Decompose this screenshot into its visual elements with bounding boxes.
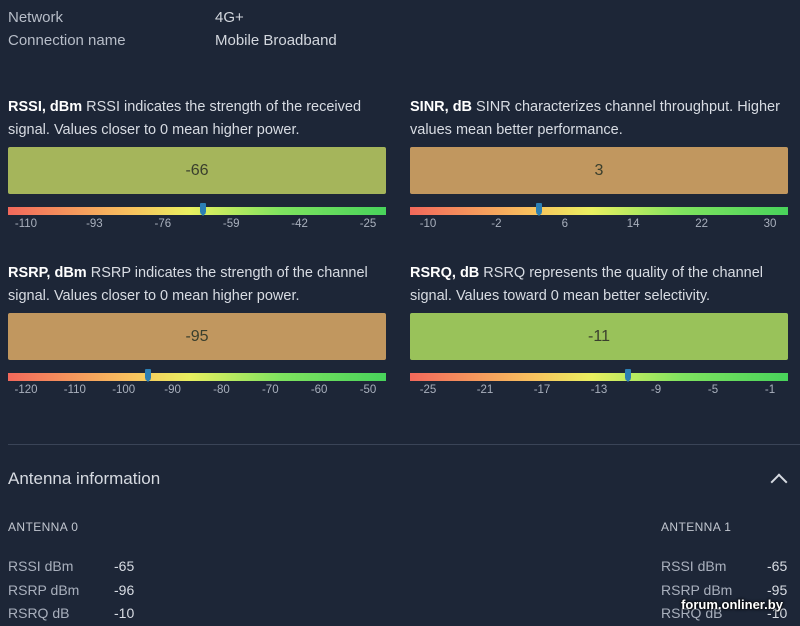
metric-rsrq: RSRQ, dB RSRQ represents the quality of …	[410, 262, 788, 400]
scale-tick-label: -21	[476, 384, 494, 396]
antenna-label: RSRQ dB	[8, 605, 70, 621]
scale-tick-label: 14	[626, 218, 640, 230]
scale-tick-label: -10	[419, 218, 437, 230]
scale-tick-label: -50	[359, 384, 377, 396]
metric-description-text: RSSI indicates the strength of the recei…	[8, 99, 362, 138]
scale-tick-label: -25	[419, 384, 437, 396]
scale-tick-label: -9	[650, 384, 662, 396]
info-label: Network	[8, 9, 64, 26]
scale-tick-label: -5	[707, 384, 719, 396]
scale-tick-label: 6	[561, 218, 568, 230]
metric-description-text: SINR characterizes channel throughput. H…	[410, 99, 780, 138]
metric-ticks: -25 -21 -17 -13 -9 -5 -1	[410, 384, 788, 400]
info-value: Mobile Broadband	[215, 32, 337, 49]
scale-tick-label: -25	[359, 218, 377, 230]
metric-value: -11	[588, 327, 610, 345]
antenna-value: -95	[767, 582, 788, 598]
metric-description: RSSI, dBm RSSI indicates the strength of…	[8, 96, 386, 142]
antenna-1-row-rsrq: RSRQ dB -10	[661, 605, 787, 621]
antenna-1-row-rssi: RSSI dBm -65	[661, 558, 787, 574]
metric-value-box: -66	[8, 147, 386, 194]
metric-scale	[8, 203, 386, 216]
metric-level-marker	[145, 369, 152, 382]
metric-rsrp: RSRP, dBm RSRP indicates the strength of…	[8, 262, 386, 400]
scale-tick-label: -17	[533, 384, 551, 396]
scale-tick-label: -42	[291, 218, 308, 230]
info-row-connection-name: Connection name Mobile Broadband	[8, 32, 337, 49]
metric-scale	[8, 369, 386, 382]
metric-name: RSRQ, dB	[410, 265, 480, 281]
info-label: Connection name	[8, 32, 126, 49]
scale-tick-label: 30	[763, 218, 777, 230]
antenna-1-row-rsrp: RSRP dBm -95	[661, 582, 787, 598]
metric-description: RSRP, dBm RSRP indicates the strength of…	[8, 262, 386, 308]
antenna-0-row-rsrq: RSRQ dB -10	[8, 605, 134, 621]
metric-ticks: -10 -2 6 14 22 30	[410, 218, 788, 234]
antenna-0-row-rsrp: RSRP dBm -96	[8, 582, 134, 598]
section-divider	[8, 444, 800, 445]
scale-tick-label: -60	[310, 384, 328, 396]
watermark: forum.onliner.by	[681, 597, 783, 612]
scale-tick-label: -13	[590, 384, 608, 396]
antenna-value: -65	[767, 558, 788, 574]
metric-value: -95	[185, 327, 209, 345]
metric-description-text: RSRQ represents the quality of the chann…	[410, 265, 763, 304]
metric-scale-bar	[410, 207, 788, 215]
metric-description-text: RSRP indicates the strength of the chann…	[8, 265, 368, 304]
antenna-label: RSRP dBm	[8, 582, 80, 598]
chevron-up-icon[interactable]	[770, 473, 788, 491]
scale-tick-label: -70	[261, 384, 279, 396]
antenna-label: RSSI dBm	[661, 558, 727, 574]
metric-scale-bar	[410, 373, 788, 381]
antenna-label: RSRQ dB	[661, 605, 723, 621]
antenna-value: -10	[114, 605, 135, 621]
metric-level-marker	[536, 203, 543, 216]
antenna-value: -96	[114, 582, 135, 598]
scale-tick-label: -93	[86, 218, 103, 230]
antenna-0-row-rssi: RSSI dBm -65	[8, 558, 134, 574]
metric-value: 3	[594, 161, 604, 179]
info-value: 4G+	[215, 9, 244, 26]
metric-name: RSSI, dBm	[8, 99, 83, 115]
metric-description: SINR, dB SINR characterizes channel thro…	[410, 96, 788, 142]
metric-description: RSRQ, dB RSRQ represents the quality of …	[410, 262, 788, 308]
metric-scale	[410, 369, 788, 382]
metric-name: RSRP, dBm	[8, 265, 87, 281]
metric-scale-bar	[8, 373, 386, 381]
metric-ticks: -110 -93 -76 -59 -42 -25	[8, 218, 386, 234]
metric-value-box: -95	[8, 313, 386, 360]
scale-tick-label: -120	[14, 384, 38, 396]
scale-tick-label: -1	[764, 384, 776, 396]
metric-value-box: 3	[410, 147, 788, 194]
scale-tick-label: -2	[491, 218, 502, 230]
scale-tick-label: -59	[222, 218, 240, 230]
antenna-label: RSRP dBm	[661, 582, 733, 598]
scale-tick-label: -76	[154, 218, 172, 230]
antenna-label: RSSI dBm	[8, 558, 74, 574]
metric-rssi: RSSI, dBm RSSI indicates the strength of…	[8, 96, 386, 234]
metric-name: SINR, dB	[410, 99, 473, 115]
metric-value-box: -11	[410, 313, 788, 360]
scale-tick-label: -80	[213, 384, 230, 396]
metric-level-marker	[200, 203, 207, 216]
antenna-1-title: ANTENNA 1	[661, 520, 732, 534]
antenna-0-title: ANTENNA 0	[8, 520, 79, 534]
scale-tick-label: -90	[164, 384, 181, 396]
scale-tick-label: -110	[14, 218, 38, 230]
metric-level-marker	[624, 369, 631, 382]
antenna-section-title[interactable]: Antenna information	[8, 469, 161, 488]
metric-value: -66	[185, 161, 209, 179]
scale-tick-label: -110	[63, 384, 86, 396]
scale-tick-label: -100	[112, 384, 136, 396]
metric-sinr: SINR, dB SINR characterizes channel thro…	[410, 96, 788, 234]
antenna-value: -65	[114, 558, 135, 574]
scale-tick-label: 22	[695, 218, 708, 230]
metric-scale	[410, 203, 788, 216]
metric-ticks: -120 -110 -100 -90 -80 -70 -60 -50	[8, 384, 386, 400]
info-row-network: Network 4G+	[8, 9, 244, 26]
metric-scale-bar	[8, 207, 386, 215]
antenna-value: -10	[767, 605, 788, 621]
